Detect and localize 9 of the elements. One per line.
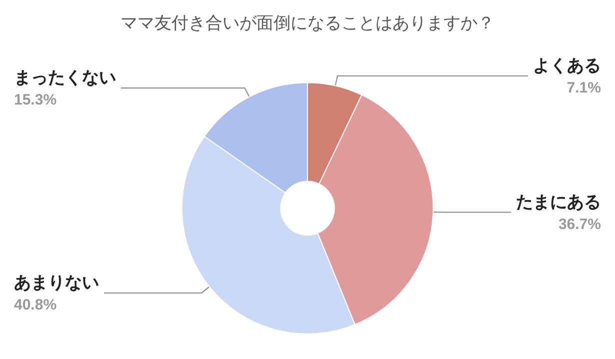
- chart-title: ママ友付き合いが面倒になることはありますか？: [120, 14, 494, 34]
- slice-label: たまにある: [516, 192, 601, 212]
- slice-label: あまりない: [14, 272, 99, 293]
- slice-label: よくある: [533, 56, 601, 76]
- data-label: 36.7%: [558, 216, 601, 233]
- data-label: 40.8%: [14, 296, 57, 314]
- data-label: 15.3%: [14, 91, 57, 108]
- data-label: 7.1%: [566, 79, 601, 96]
- slice-label: まったくない: [14, 68, 116, 88]
